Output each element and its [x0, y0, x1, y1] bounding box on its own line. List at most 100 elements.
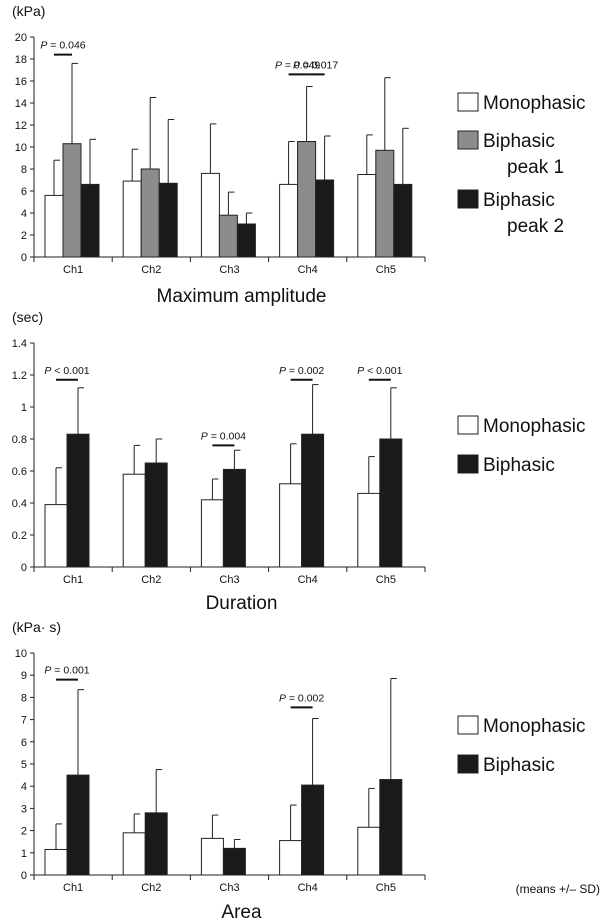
y-tick-label: 0: [21, 562, 27, 574]
y-tick-label: 3: [21, 803, 27, 815]
legend-swatch-monophasic: [457, 415, 479, 435]
p-value-label: P = 0.049: [275, 59, 320, 71]
y-tick-label: 2: [21, 230, 27, 242]
panel-title: Duration: [206, 593, 278, 614]
y-tick-label: 1.4: [12, 338, 27, 350]
bar-monophasic-ch3: [200, 172, 220, 258]
legend-swatch-biphasic-peak-2: [457, 189, 479, 209]
x-tick-label-ch3: Ch3: [219, 574, 239, 586]
p-value-label: P = 0.004: [201, 430, 246, 442]
bar-biphasic-peak-2-ch4: [315, 179, 335, 258]
y-tick-label: 18: [15, 54, 27, 66]
bar-monophasic-ch4: [279, 483, 303, 568]
legend-label-biphasic: Biphasic: [483, 755, 555, 776]
y-tick-label: 1: [21, 402, 27, 414]
legend-label-monophasic: Monophasic: [483, 416, 585, 437]
legend-swatch-monophasic: [457, 92, 479, 112]
y-tick-label: 4: [21, 208, 27, 220]
legend-swatch-monophasic: [457, 715, 479, 735]
bar-monophasic-ch5: [357, 174, 377, 258]
y-tick-label: 2: [21, 826, 27, 838]
y-tick-label: 10: [15, 142, 27, 154]
bar-biphasic-ch5: [379, 779, 403, 876]
bar-monophasic-ch2: [122, 180, 142, 258]
bar-biphasic-ch4: [301, 433, 325, 568]
bar-biphasic-ch2: [144, 812, 168, 876]
y-axis-unit-label: (kPa· s): [12, 619, 61, 635]
x-tick-label-ch1: Ch1: [63, 574, 83, 586]
legend-label-biphasic-peak-2: Biphasic: [483, 190, 555, 211]
legend-label-biphasic-peak-1: Biphasic: [483, 131, 555, 152]
legend-label-monophasic: Monophasic: [483, 716, 585, 737]
y-tick-label: 6: [21, 737, 27, 749]
x-tick-label-ch1: Ch1: [63, 882, 83, 894]
legend-label-biphasic-peak-2: peak 2: [507, 216, 564, 237]
x-tick-label-ch4: Ch4: [298, 574, 318, 586]
legend-swatch-biphasic: [457, 454, 479, 474]
bar-biphasic-ch2: [144, 462, 168, 568]
y-tick-label: 5: [21, 759, 27, 771]
footnote-means-sd: (means +/– SD): [516, 882, 600, 896]
y-tick-label: 10: [15, 648, 27, 660]
legend-label-monophasic: Monophasic: [483, 93, 585, 114]
p-value-label: P < 0.001: [357, 365, 402, 377]
bar-biphasic-peak-2-ch3: [236, 223, 256, 258]
x-tick-label-ch2: Ch2: [141, 264, 161, 276]
y-tick-label: 12: [15, 120, 27, 132]
x-tick-label-ch5: Ch5: [376, 264, 396, 276]
y-tick-label: 9: [21, 670, 27, 682]
legend-label-biphasic: Biphasic: [483, 455, 555, 476]
y-tick-label: 20: [15, 32, 27, 44]
x-tick-label-ch5: Ch5: [376, 882, 396, 894]
bar-monophasic-ch5: [357, 492, 381, 568]
legend-label-biphasic-peak-1: peak 1: [507, 157, 564, 178]
bar-biphasic-peak-2-ch1: [80, 183, 100, 258]
y-tick-label: 0.6: [12, 466, 27, 478]
x-tick-label-ch3: Ch3: [219, 882, 239, 894]
chart-panel-area: (kPa· s) 0 1 2 3 4 5 6 7 8 9 10 Ch1 Ch2 Ch3 Ch4 Ch5 P = 0…: [12, 619, 585, 922]
bar-monophasic-ch5: [357, 826, 381, 876]
y-tick-label: 7: [21, 715, 27, 727]
x-tick-label-ch2: Ch2: [141, 882, 161, 894]
chart-panel-maximum-amplitude: (kPa) 0 2 4 6 8 10 12 14 16 18 20 Ch1 Ch2 Ch3 Ch4 Ch5 P =…: [12, 3, 585, 307]
bar-biphasic-peak-1-ch1: [62, 143, 82, 258]
legend-swatch-biphasic-peak-1: [457, 130, 479, 150]
x-tick-label-ch4: Ch4: [298, 882, 318, 894]
panel-title: Area: [221, 902, 262, 922]
bar-monophasic-ch2: [122, 473, 146, 568]
bar-biphasic-peak-1-ch2: [140, 168, 160, 258]
y-tick-label: 0: [21, 252, 27, 264]
legend-swatch-biphasic: [457, 754, 479, 774]
bar-biphasic-ch4: [301, 784, 325, 876]
p-value-label: P = 0.002: [279, 692, 324, 704]
p-value-label: P < 0.001: [44, 365, 89, 377]
bar-monophasic-ch1: [44, 848, 68, 876]
p-value-label: P = 0.001: [44, 665, 89, 677]
y-tick-label: 1.2: [12, 370, 27, 382]
bar-biphasic-ch3: [222, 468, 246, 568]
x-tick-label-ch5: Ch5: [376, 574, 396, 586]
bar-monophasic-ch1: [44, 194, 64, 258]
bar-biphasic-peak-1-ch5: [375, 149, 395, 258]
bar-monophasic-ch4: [279, 183, 299, 258]
y-tick-label: 8: [21, 692, 27, 704]
bar-biphasic-ch5: [379, 438, 403, 568]
bar-monophasic-ch3: [200, 499, 224, 568]
bar-monophasic-ch4: [279, 840, 303, 876]
chart-panel-duration: (sec) 0 0.2 0.4 0.6 0.8 1 1.2 1.4 Ch1 Ch2 Ch3 Ch4 Ch5…: [12, 309, 586, 614]
y-tick-label: 0.8: [12, 434, 27, 446]
y-tick-label: 8: [21, 164, 27, 176]
bar-biphasic-ch1: [66, 433, 90, 568]
bar-monophasic-ch2: [122, 832, 146, 876]
bar-biphasic-peak-2-ch2: [158, 182, 178, 258]
x-tick-label-ch1: Ch1: [63, 264, 83, 276]
y-tick-label: 16: [15, 76, 27, 88]
y-tick-label: 14: [15, 98, 27, 110]
bar-biphasic-ch3: [222, 847, 246, 876]
x-tick-label-ch2: Ch2: [141, 574, 161, 586]
p-value-label: P = 0.002: [279, 365, 324, 377]
y-tick-label: 0.2: [12, 530, 27, 542]
y-axis-unit-label: (sec): [12, 309, 43, 325]
bar-monophasic-ch1: [44, 504, 68, 568]
